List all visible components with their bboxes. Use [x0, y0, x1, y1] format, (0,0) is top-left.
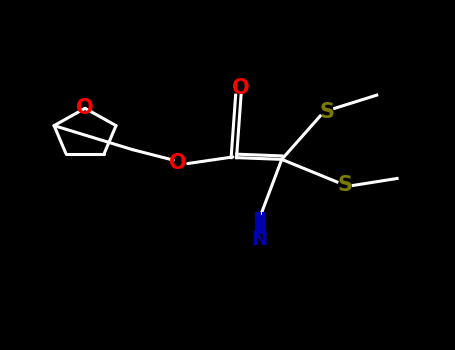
Text: N: N: [251, 230, 267, 249]
Text: O: O: [232, 77, 250, 98]
Text: O: O: [76, 98, 94, 118]
Text: S: S: [338, 175, 353, 195]
Text: S: S: [319, 103, 334, 122]
Text: O: O: [169, 153, 187, 173]
